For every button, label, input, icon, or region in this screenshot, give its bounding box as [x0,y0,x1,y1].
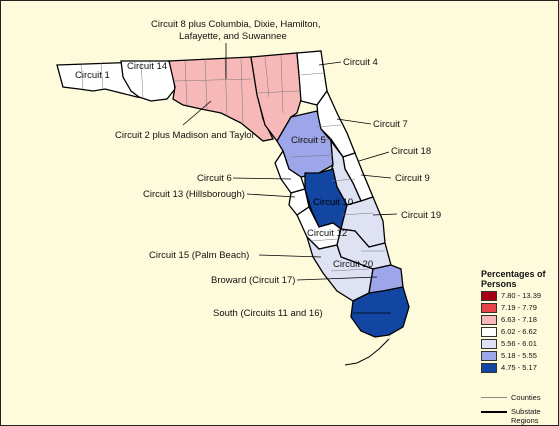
legend-title-line2: Persons [481,279,517,289]
legend-item: 7.80 - 13.39 [481,290,557,301]
legend-counties-label: Counties [511,393,541,402]
legend-swatch [481,290,497,301]
label-circuit1: Circuit 1 [75,70,110,81]
substate-line-sample [481,411,507,413]
label-circuit8-line2: Lafayette, and Suwannee [179,31,287,42]
label-circuit18: Circuit 18 [391,146,432,157]
legend-item-label: 6.63 - 7.18 [501,315,537,324]
legend-swatch [481,350,497,361]
label-circuit12: Circuit 12 [307,228,348,239]
legend-swatch [481,326,497,337]
legend-substate-label: Substate [511,407,541,416]
label-circuit15: Circuit 15 (Palm Beach) [149,250,250,261]
label-circuit10: Circuit 10 [313,197,354,208]
legend-item-label: 4.75 - 5.17 [501,363,537,372]
legend-item: 5.18 - 5.55 [481,350,557,361]
label-circuit20: Circuit 20 [333,259,374,270]
legend-counties: Counties [481,393,541,402]
florida-keys [344,338,390,366]
label-circuit14: Circuit 14 [127,61,168,72]
legend-swatch [481,314,497,325]
label-circuit9: Circuit 9 [395,173,430,184]
legend: Percentages of Persons 7.80 - 13.39 7.19 … [481,269,557,373]
region-south [350,286,410,338]
legend-substate-text: Substate Regions [511,407,541,425]
legend-item-label: 7.80 - 13.39 [501,291,542,300]
legend-item-label: 5.18 - 5.55 [501,351,537,360]
label-circuit4: Circuit 4 [343,57,378,68]
label-circuit13: Circuit 13 (Hillsborough) [143,189,245,200]
counties-line-sample [481,397,507,398]
legend-swatch [481,302,497,313]
label-broward: Broward (Circuit 17) [211,275,296,286]
legend-item-label: 5.56 - 6.01 [501,339,537,348]
legend-items: 7.80 - 13.39 7.19 - 7.79 6.63 - 7.18 6.02 -… [481,290,557,373]
label-circuit7: Circuit 7 [373,119,408,130]
legend-swatch [481,362,497,373]
leader-lines [182,43,398,314]
legend-item-label: 7.19 - 7.79 [501,303,537,312]
label-circuit6: Circuit 6 [197,173,232,184]
legend-item: 4.75 - 5.17 [481,362,557,373]
legend-swatch [481,338,497,349]
legend-item: 7.19 - 7.79 [481,302,557,313]
legend-substate-label-2: Regions [511,416,539,425]
county-lines [80,54,385,272]
legend-item: 5.56 - 6.01 [481,338,557,349]
label-circuit19: Circuit 19 [401,210,442,221]
label-south: South (Circuits 11 and 16) [213,308,323,319]
label-circuit8: Circuit 8 plus Columbia, Dixie, Hamilton… [151,19,321,30]
legend-title-line1: Percentages of [481,269,546,279]
label-circuit2: Circuit 2 plus Madison and Taylor [115,130,255,141]
label-circuit5: Circuit 5 [291,135,326,146]
legend-item: 6.02 - 6.62 [481,326,557,337]
legend-item: 6.63 - 7.18 [481,314,557,325]
legend-substate: Substate Regions [481,407,541,425]
legend-item-label: 6.02 - 6.62 [501,327,537,336]
